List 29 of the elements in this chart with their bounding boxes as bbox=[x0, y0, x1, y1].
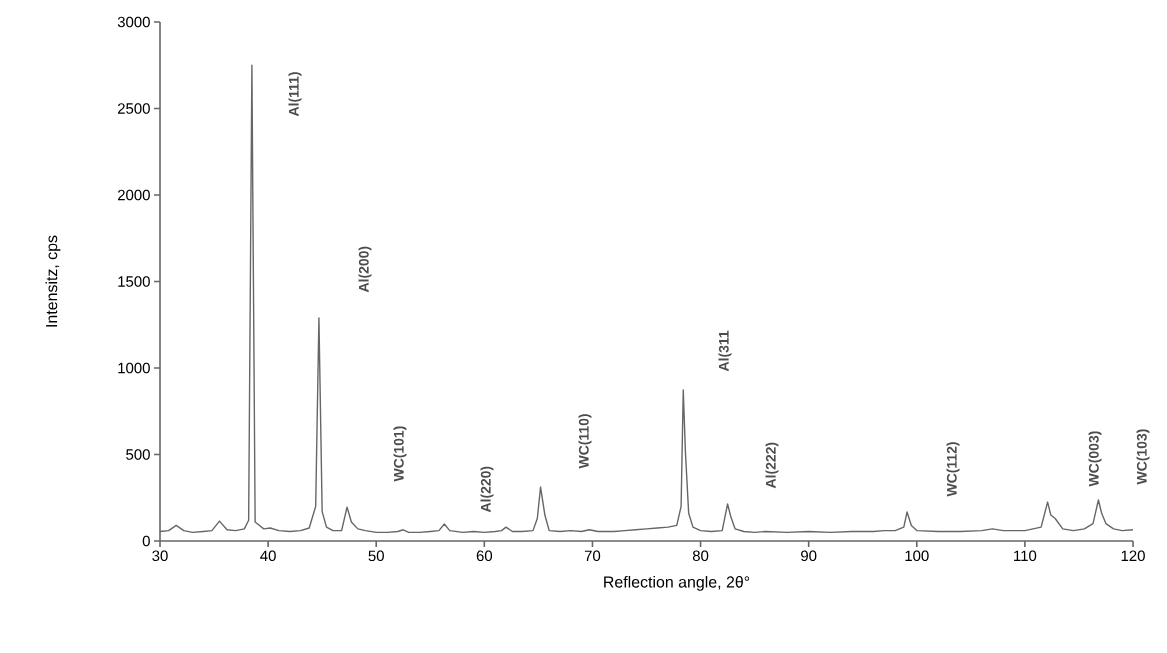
y-tick-label: 2000 bbox=[117, 189, 150, 201]
x-tick-label: 100 bbox=[905, 550, 929, 562]
annotation: WC(110) bbox=[578, 414, 592, 469]
x-tick-label: 40 bbox=[260, 550, 276, 562]
x-tick-label: 80 bbox=[692, 550, 709, 562]
x-tick-label: 90 bbox=[801, 550, 817, 562]
y-tick-label: 1500 bbox=[118, 276, 150, 287]
annotation: Al(311 bbox=[718, 330, 732, 372]
y-tick-label: 2500 bbox=[117, 103, 150, 114]
text: WC(103) bbox=[1136, 429, 1150, 485]
y-tick-label: 0 bbox=[142, 535, 150, 547]
annotation: WC(112) bbox=[946, 442, 960, 497]
y-tick-label: 500 bbox=[126, 449, 150, 460]
annotation: WC(101) bbox=[393, 426, 407, 482]
annotation: Al(220) bbox=[480, 466, 494, 513]
y-axis-title: Intensitz, cps bbox=[45, 235, 61, 327]
x-tick-label: 60 bbox=[476, 550, 493, 562]
x-tick-label: 70 bbox=[584, 550, 601, 562]
y-tick-label: 3000 bbox=[117, 16, 150, 28]
annotation: Al(111) bbox=[288, 72, 302, 117]
x-tick-label: 50 bbox=[368, 550, 384, 562]
x-tick-label: 30 bbox=[152, 550, 168, 562]
x-tick-label: 110 bbox=[1014, 550, 1037, 562]
x-axis-title: Reflection angle, 2θ° bbox=[604, 575, 750, 591]
annotation: Al(200) bbox=[358, 246, 372, 293]
annotation: Al(222) bbox=[765, 442, 779, 489]
x-tick-label: 120 bbox=[1121, 550, 1145, 562]
annotation: WC(003) bbox=[1088, 431, 1102, 487]
y-tick-label: 1000 bbox=[118, 362, 150, 374]
